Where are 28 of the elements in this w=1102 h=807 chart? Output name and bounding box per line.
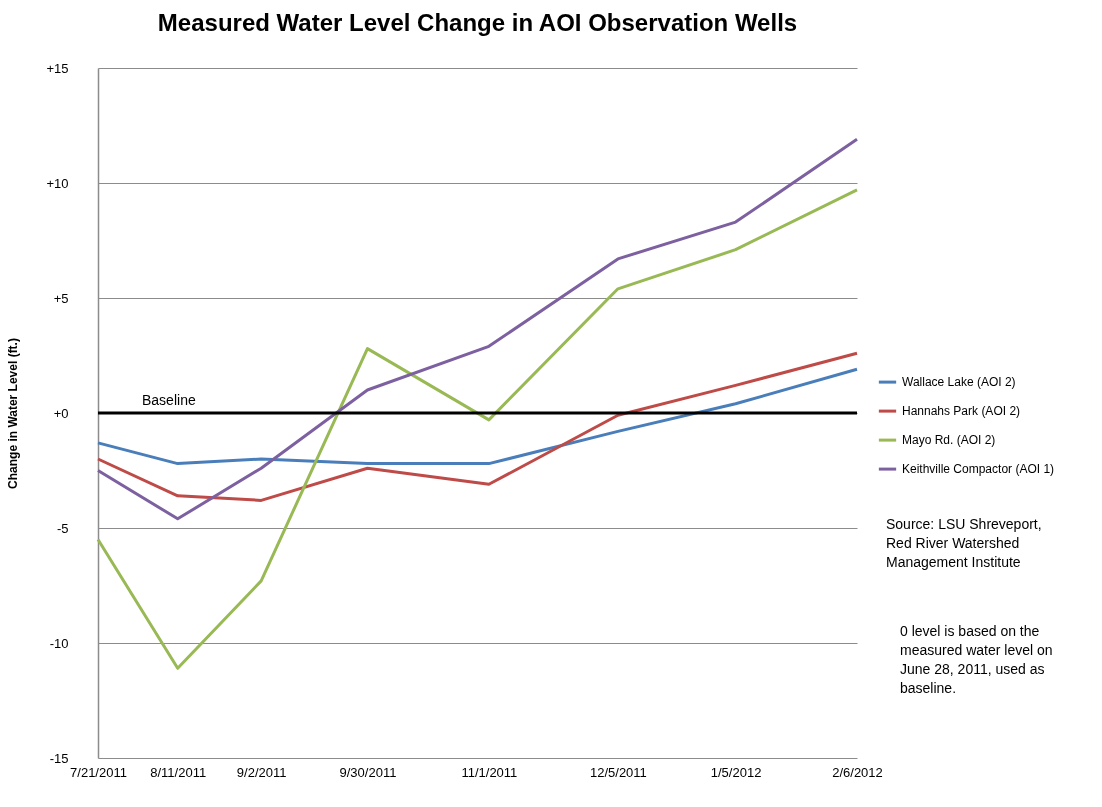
chart-title: Measured Water Level Change in AOI Observation Wells xyxy=(157,9,798,36)
x-tick-label: 2/6/2012 xyxy=(832,764,883,780)
line-series xyxy=(96,137,859,521)
line-series xyxy=(96,351,859,502)
x-tick-label: 11/1/2011 xyxy=(461,764,518,780)
y-tick-label: -5 xyxy=(56,520,69,536)
y-tick-label: +15 xyxy=(46,60,69,76)
source-note: Source: LSU Shreveport, Red River Watershed Management Institute xyxy=(886,515,1043,572)
line-series xyxy=(96,367,859,466)
x-tick-label: 9/30/2011 xyxy=(339,764,397,780)
x-tick-label: 9/2/2011 xyxy=(236,764,287,780)
line-series xyxy=(96,188,859,670)
y-tick-label: -10 xyxy=(49,635,69,651)
x-tick-label: 7/21/2011 xyxy=(70,764,127,780)
text: 0 level is based on the measured water level on June 28, 2011, used as baseline. xyxy=(900,622,1054,698)
ref-line-label: Baseline xyxy=(142,392,196,408)
y-tick-label: +0 xyxy=(53,405,69,421)
x-tick-label: 8/11/2011 xyxy=(150,764,207,780)
x-tick-label: 1/5/2012 xyxy=(710,764,762,780)
legend-label: Keithville Compactor (AOI 1) xyxy=(902,462,1055,477)
legend-label: Wallace Lake (AOI 2) xyxy=(902,375,1016,390)
legend-label: Mayo Rd. (AOI 2) xyxy=(902,433,996,448)
y-axis-title: Change in Water Level (ft.) xyxy=(6,338,21,489)
y-tick-label: -15 xyxy=(49,750,69,766)
y-tick-label: +5 xyxy=(53,290,69,306)
x-tick-label: 12/5/2011 xyxy=(589,764,647,780)
y-tick-label: +10 xyxy=(46,175,69,191)
legend-label: Hannahs Park (AOI 2) xyxy=(902,404,1021,419)
